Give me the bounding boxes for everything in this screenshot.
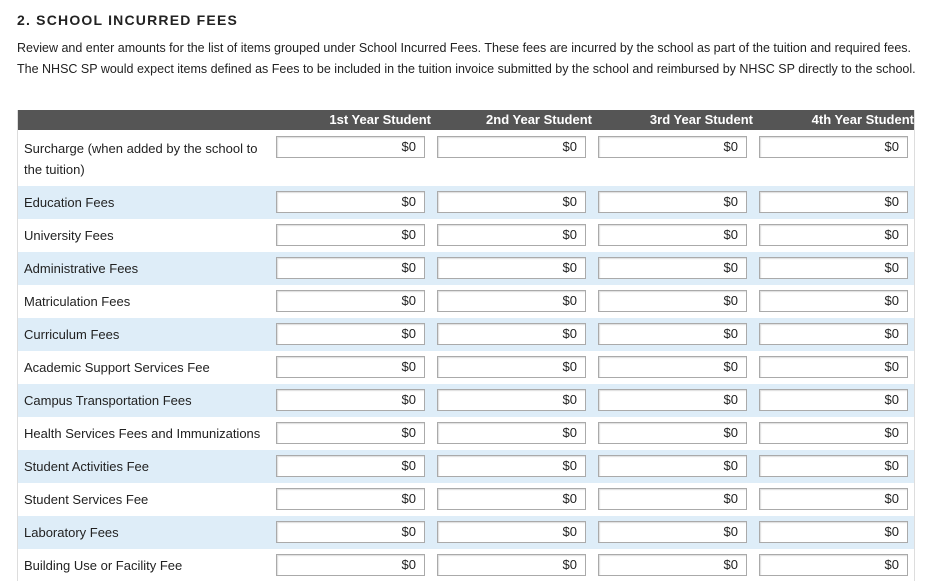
table-row: University Fees $0 $0 $0 $0	[18, 219, 914, 252]
amount-input[interactable]: $0	[276, 257, 425, 279]
amount-input[interactable]: $0	[759, 136, 908, 158]
amount-input[interactable]: $0	[276, 422, 425, 444]
amount-input[interactable]: $0	[437, 224, 586, 246]
row-label: University Fees	[24, 228, 114, 243]
row-label: Matriculation Fees	[24, 294, 131, 309]
amount-input[interactable]: $0	[437, 422, 586, 444]
table-row: Student Services Fee $0 $0 $0 $0	[18, 483, 914, 516]
amount-input[interactable]: $0	[276, 488, 425, 510]
amount-input[interactable]: $0	[276, 389, 425, 411]
amount-input[interactable]: $0	[759, 389, 908, 411]
amount-input[interactable]: $0	[759, 323, 908, 345]
table-row: Student Activities Fee $0 $0 $0 $0	[18, 450, 914, 483]
row-label: Administrative Fees	[24, 261, 139, 276]
amount-input[interactable]: $0	[759, 356, 908, 378]
column-header: 2nd Year Student	[486, 112, 592, 127]
table-row: Building Use or Facility Fee $0 $0 $0 $0	[18, 549, 914, 581]
amount-input[interactable]: $0	[598, 191, 747, 213]
amount-input[interactable]: $0	[759, 488, 908, 510]
amount-input[interactable]: $0	[759, 521, 908, 543]
amount-input[interactable]: $0	[598, 290, 747, 312]
row-label: Campus Transportation Fees	[24, 393, 192, 408]
amount-input[interactable]: $0	[759, 224, 908, 246]
amount-input[interactable]: $0	[437, 455, 586, 477]
amount-input[interactable]: $0	[437, 290, 586, 312]
amount-input[interactable]: $0	[759, 422, 908, 444]
table-row: Surcharge (when added by the school to t…	[18, 130, 914, 186]
row-label: Student Services Fee	[24, 492, 149, 507]
table-row: Academic Support Services Fee $0 $0 $0 $0	[18, 351, 914, 384]
column-header: 1st Year Student	[329, 112, 431, 127]
table-row: Matriculation Fees $0 $0 $0 $0	[18, 285, 914, 318]
amount-input[interactable]: $0	[437, 257, 586, 279]
amount-input[interactable]: $0	[276, 554, 425, 576]
amount-input[interactable]: $0	[598, 422, 747, 444]
amount-input[interactable]: $0	[759, 191, 908, 213]
table-row: Curriculum Fees $0 $0 $0 $0	[18, 318, 914, 351]
table-row: Laboratory Fees $0 $0 $0 $0	[18, 516, 914, 549]
amount-input[interactable]: $0	[759, 257, 908, 279]
amount-input[interactable]: $0	[276, 356, 425, 378]
amount-input[interactable]: $0	[598, 455, 747, 477]
row-label: Health Services Fees and Immunizations	[24, 426, 261, 441]
table-row: Administrative Fees $0 $0 $0 $0	[18, 252, 914, 285]
row-label: Surcharge (when added by the school to t…	[24, 141, 258, 177]
amount-input[interactable]: $0	[598, 323, 747, 345]
amount-input[interactable]: $0	[598, 554, 747, 576]
amount-input[interactable]: $0	[598, 224, 747, 246]
amount-input[interactable]: $0	[759, 290, 908, 312]
amount-input[interactable]: $0	[598, 356, 747, 378]
amount-input[interactable]: $0	[759, 554, 908, 576]
amount-input[interactable]: $0	[276, 191, 425, 213]
amount-input[interactable]: $0	[276, 455, 425, 477]
amount-input[interactable]: $0	[276, 136, 425, 158]
amount-input[interactable]: $0	[437, 136, 586, 158]
row-label: Education Fees	[24, 195, 115, 210]
amount-input[interactable]: $0	[437, 191, 586, 213]
amount-input[interactable]: $0	[598, 488, 747, 510]
amount-input[interactable]: $0	[276, 224, 425, 246]
row-label: Curriculum Fees	[24, 327, 120, 342]
column-header: 3rd Year Student	[649, 112, 753, 127]
amount-input[interactable]: $0	[437, 488, 586, 510]
amount-input[interactable]: $0	[276, 323, 425, 345]
table-header: 1st Year Student 2nd Year Student 3rd Year…	[18, 110, 914, 130]
amount-input[interactable]: $0	[437, 554, 586, 576]
fees-table: 1st Year Student 2nd Year Student 3rd Year…	[17, 110, 915, 581]
amount-input[interactable]: $0	[598, 389, 747, 411]
section-title: 2. SCHOOL INCURRED FEES	[17, 12, 239, 28]
table-row: Health Services Fees and Immunizations $0…	[18, 417, 914, 450]
amount-input[interactable]: $0	[437, 323, 586, 345]
section-description: Review and enter amounts for the list of…	[17, 41, 916, 76]
row-label: Laboratory Fees	[24, 525, 119, 540]
amount-input[interactable]: $0	[276, 290, 425, 312]
row-label: Building Use or Facility Fee	[24, 558, 183, 573]
amount-input[interactable]: $0	[437, 356, 586, 378]
amount-input[interactable]: $0	[437, 389, 586, 411]
column-header: 4th Year Student	[811, 112, 914, 127]
row-label: Academic Support Services Fee	[24, 360, 210, 375]
amount-input[interactable]: $0	[598, 521, 747, 543]
table-row: Campus Transportation Fees $0 $0 $0 $0	[18, 384, 914, 417]
amount-input[interactable]: $0	[598, 257, 747, 279]
amount-input[interactable]: $0	[598, 136, 747, 158]
amount-input[interactable]: $0	[276, 521, 425, 543]
amount-input[interactable]: $0	[759, 455, 908, 477]
amount-input[interactable]: $0	[437, 521, 586, 543]
table-row: Education Fees $0 $0 $0 $0	[18, 186, 914, 219]
row-label: Student Activities Fee	[24, 459, 150, 474]
